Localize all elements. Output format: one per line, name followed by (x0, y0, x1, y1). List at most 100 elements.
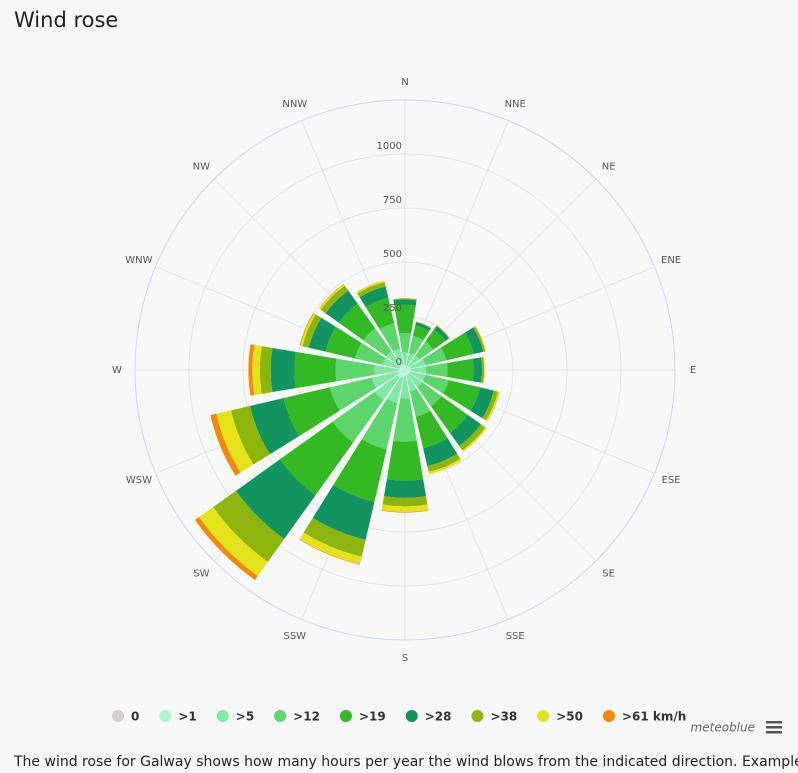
bar-segment (394, 304, 416, 334)
direction-label: NE (602, 161, 616, 172)
bar-segment (393, 299, 417, 306)
bar-segment (294, 351, 337, 389)
bar-segment (400, 365, 405, 370)
bar-segment (449, 414, 481, 446)
direction-label: ESE (662, 475, 681, 486)
legend-label: >19 (359, 710, 386, 724)
bar-segment (194, 517, 258, 581)
bar-segment (361, 398, 398, 450)
direction-label: NNW (282, 99, 307, 110)
bar-segment (486, 391, 500, 422)
bar-segment (299, 312, 314, 346)
credit: meteoblue (691, 721, 755, 735)
bar-segment (408, 335, 424, 355)
legend-marker (603, 710, 615, 722)
bar-segment (400, 376, 410, 399)
bar-segment (379, 323, 401, 352)
legend-label: >1 (178, 710, 196, 724)
bar-segment (384, 479, 426, 498)
bar-segment (483, 356, 485, 384)
legend-marker (471, 710, 484, 722)
bar-segment (406, 352, 415, 366)
bar-segment (425, 363, 448, 377)
bar-segment (404, 365, 406, 370)
bar-segment (405, 365, 408, 370)
bar-segment (401, 364, 405, 370)
bar-segment (210, 413, 241, 476)
bar-segment (398, 368, 405, 372)
bar-segment (464, 327, 484, 355)
bar-segment (252, 344, 262, 396)
bar-segment (415, 341, 434, 360)
bar-segment (397, 370, 405, 378)
bar-segment (381, 504, 429, 512)
bar-segment (338, 303, 376, 341)
bar-segment (415, 410, 448, 449)
bar-segment (302, 314, 322, 348)
bar-segment (382, 496, 428, 507)
bar-segment (412, 325, 430, 341)
bar-segment (359, 286, 389, 308)
bar-segment (423, 438, 458, 467)
bar-segment (422, 374, 449, 394)
bar-segment (248, 344, 255, 396)
bar-segment (436, 325, 450, 339)
bar-segment (387, 376, 404, 404)
bar-segment (482, 390, 499, 421)
bar-segment (303, 517, 366, 557)
bar-segment (363, 328, 392, 357)
bar-segment (299, 532, 362, 565)
bar-segment (409, 371, 426, 382)
y-tick-label: 0 (396, 357, 402, 368)
bar-segment (470, 387, 494, 419)
direction-label: NNE (505, 99, 526, 110)
bar-segment (462, 427, 487, 452)
bar-segment (400, 370, 405, 378)
direction-label: S (402, 653, 408, 664)
bar-segment (270, 347, 296, 393)
bar-segment (410, 366, 426, 374)
legend-label: 0 (131, 710, 139, 724)
menu-icon[interactable] (766, 721, 782, 734)
bar-segment (365, 298, 395, 330)
bar-segment (325, 326, 362, 359)
bar-segment (425, 329, 446, 350)
direction-label: N (401, 77, 408, 88)
bar-segment (332, 391, 384, 443)
y-tick-label: 500 (383, 249, 402, 260)
grid-circle (188, 153, 622, 587)
legend: 0 >1 >5 >12 >19 >28 >38 >50 >61 km/h (112, 710, 686, 724)
direction-label: NW (193, 161, 210, 172)
grid-circle (242, 207, 568, 533)
bar-segment (386, 351, 402, 367)
legend-marker (159, 710, 172, 722)
direction-label: WSW (126, 475, 152, 486)
legend-label: >12 (293, 710, 320, 724)
bar-segment (333, 439, 387, 502)
bar-segment (381, 509, 429, 513)
bar-segment (199, 507, 268, 576)
bar-segment (374, 375, 400, 401)
bar-segment (235, 459, 316, 540)
direction-label: ENE (661, 255, 681, 266)
bar-segment (319, 284, 345, 310)
bar-segment (300, 313, 316, 347)
description: The wind rose for Galway shows how many … (13, 754, 798, 770)
bar-segment (409, 358, 426, 369)
bar-segment (442, 380, 481, 411)
bar-segment (402, 352, 408, 366)
y-tick-label: 1000 (377, 141, 402, 152)
bar-segment (405, 370, 410, 375)
bar-segment (374, 364, 399, 376)
bar-segment (249, 398, 300, 455)
bar-segment (434, 326, 449, 341)
legend-label: >50 (556, 710, 583, 724)
bar-segment (393, 298, 417, 300)
bar-segment (399, 366, 405, 370)
bar-segment (397, 370, 405, 375)
bar-segment (407, 355, 420, 368)
bar-segment (386, 440, 424, 481)
bar-segment (382, 357, 401, 369)
y-tick-label: 250 (383, 303, 402, 314)
